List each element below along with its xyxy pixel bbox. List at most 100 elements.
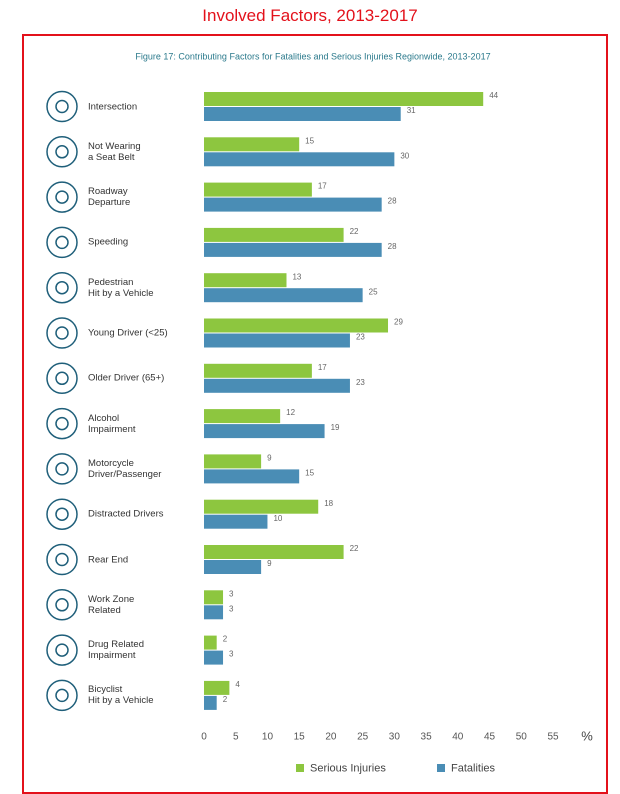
value-label: 3 [229,650,234,659]
bar [204,227,344,242]
category-icon [46,543,78,576]
category-icon-inner [55,507,69,521]
category-icon-inner [55,145,69,159]
bar [204,92,484,106]
bar [204,409,281,424]
x-tick-label: 0 [201,732,207,743]
x-tick-label: 35 [421,732,433,743]
legend-swatch [296,764,304,772]
value-label: 17 [318,363,327,372]
category-icon-inner [55,462,69,476]
category-icon [46,90,78,123]
category-icon [46,453,78,485]
category-label: Rear End [88,554,129,565]
value-label: 9 [267,454,272,463]
category-icon [46,634,78,666]
x-tick-label: 20 [325,732,337,743]
category-icon-inner [55,552,69,567]
category-label: Intersection [88,101,138,112]
bar [204,288,363,303]
category-icon-inner [55,235,69,250]
category-icon [46,498,78,530]
bar [204,635,217,650]
category-label: Work Zone Related [88,593,135,616]
value-label: 25 [369,287,378,296]
category-icon-inner [55,326,69,340]
bar [204,137,300,152]
x-tick-label: 10 [262,732,274,743]
value-label: 31 [407,106,416,115]
x-axis-label: % [581,728,593,743]
x-tick-label: 5 [233,732,239,743]
value-label: 22 [350,227,359,236]
category-label: Not Wearing a Seat Belt [88,140,141,163]
bar [204,545,344,559]
category-icon-inner [55,190,69,204]
bar [204,605,224,620]
category-icon [46,407,78,440]
legend-label: Fatalities [451,762,496,774]
bar [204,590,224,605]
category-icon-inner [55,643,69,657]
category-label: Bicyclist Hit by a Vehicle [88,684,154,707]
category-label: Alcohol Impairment [88,412,136,435]
bar [204,273,287,288]
value-label: 23 [356,333,365,342]
category-icon [46,136,78,168]
category-icon-inner [55,371,69,386]
category-icon [46,271,78,304]
x-tick-label: 50 [516,732,528,743]
value-label: 19 [331,423,340,432]
bar [204,318,389,333]
bar [204,469,300,484]
bar [204,333,350,348]
category-label: Speeding [88,236,129,248]
x-tick-label: 45 [484,732,496,743]
category-icon [46,317,78,349]
x-tick-label: 25 [357,732,369,743]
value-label: 15 [305,469,314,478]
bar [204,695,217,710]
value-label: 4 [235,680,240,689]
value-label: 15 [305,136,314,145]
category-icon [46,679,78,712]
value-label: 28 [388,242,397,251]
x-tick-label: 30 [389,732,401,743]
page-title: Involved Factors, 2013-2017 [202,6,418,25]
bar [204,680,230,695]
category-icon-inner [55,688,69,703]
bar [204,424,325,439]
x-tick-label: 15 [294,732,306,743]
legend-label: Serious Injuries [310,762,386,774]
value-label: 30 [400,151,409,160]
category-icon [46,226,78,259]
value-label: 9 [267,559,272,568]
category-icon-inner [55,99,69,114]
x-tick-label: 55 [547,732,559,743]
category-label: Older Driver (65+) [88,372,165,384]
bar [204,378,350,393]
category-icon [46,589,78,621]
category-icon [46,181,78,213]
bar [204,454,262,469]
category-label: Motorcycle Driver/Passenger [88,457,162,480]
category-icon-inner [55,416,69,431]
value-label: 18 [324,499,333,508]
category-icon-inner [55,598,69,612]
value-label: 3 [229,604,234,613]
bar [204,197,382,212]
bar [204,152,395,167]
value-label: 3 [229,589,234,598]
category-icon [46,362,78,395]
category-label: Pedestrian Hit by a Vehicle [88,276,154,299]
value-label: 28 [388,197,397,206]
category-label: Roadway Departure [88,186,131,209]
value-label: 13 [292,272,301,281]
chart-title: Figure 17: Contributing Factors for Fata… [135,51,490,61]
category-label: Young Driver (<25) [88,327,168,339]
category-label: Drug Related Impairment [88,639,144,662]
bar [204,514,268,529]
bar [204,499,319,514]
x-tick-label: 40 [452,732,464,743]
bar [204,650,224,665]
